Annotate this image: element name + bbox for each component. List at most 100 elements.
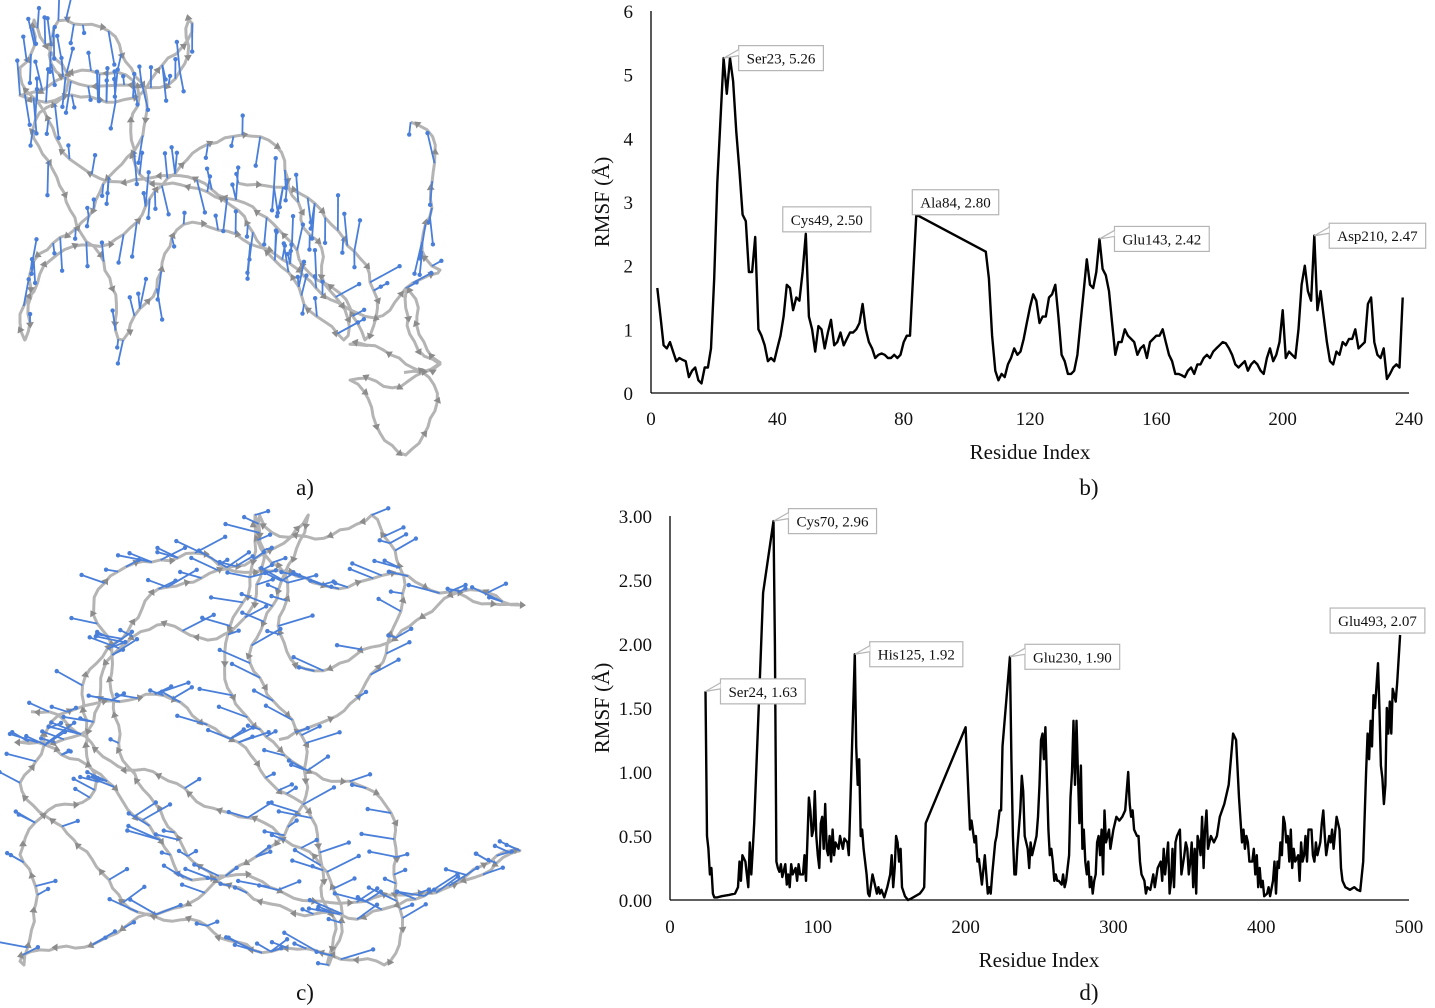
- arrow-head: [135, 102, 140, 107]
- motion-arrow: [207, 729, 231, 740]
- arrow-head: [289, 782, 295, 787]
- backbone-cone: [147, 588, 155, 597]
- backbone-cone: [157, 837, 164, 845]
- motion-arrow: [488, 596, 503, 603]
- y-tick-label: 0.50: [619, 827, 652, 848]
- x-tick-label: 240: [1395, 409, 1424, 430]
- arrow-head: [70, 46, 75, 51]
- motion-arrow: [199, 688, 233, 697]
- arrow-head: [94, 69, 100, 74]
- arrow-head: [40, 729, 45, 734]
- backbone-cone: [24, 292, 32, 300]
- motion-arrow: [109, 898, 139, 913]
- arrow-head: [320, 279, 325, 284]
- motion-arrow: [113, 72, 119, 97]
- arrow-head: [240, 113, 245, 118]
- arrow-head: [294, 818, 299, 823]
- arrow-head: [216, 704, 222, 710]
- y-axis-title: RMSF (Å): [590, 663, 614, 753]
- motion-arrow: [29, 129, 34, 146]
- motion-arrow: [166, 569, 198, 588]
- motion-arrow: [242, 611, 265, 623]
- arrow-head: [121, 691, 127, 696]
- arrow-head: [417, 272, 422, 277]
- arrow-head: [197, 776, 202, 782]
- arrow-head: [291, 570, 296, 575]
- backbone-cone: [17, 326, 25, 334]
- motion-arrow: [50, 63, 56, 86]
- arrow-head: [329, 584, 334, 589]
- motion-arrow: [155, 833, 180, 841]
- arrow-head: [430, 242, 436, 247]
- arrow-head: [445, 586, 450, 591]
- backbone-cone: [128, 618, 136, 626]
- arrow-head: [186, 680, 191, 685]
- backbone-cone: [84, 760, 92, 769]
- arrow-head: [312, 296, 318, 301]
- arrow-head: [71, 720, 77, 725]
- motion-arrow: [161, 690, 181, 703]
- arrow-head: [361, 307, 367, 313]
- arrow-head: [297, 879, 302, 884]
- callout-label: Asp210, 2.47: [1337, 229, 1418, 245]
- motion-arrow: [71, 617, 98, 625]
- arrow-head: [108, 126, 113, 131]
- motion-arrow: [306, 755, 329, 772]
- motion-arrow: [227, 571, 250, 579]
- arrow-head: [60, 104, 65, 110]
- arrow-head: [402, 867, 408, 873]
- motion-arrow: [251, 628, 281, 647]
- arrow-head: [463, 582, 468, 588]
- motion-arrow: [300, 839, 318, 849]
- motion-arrow: [351, 562, 383, 577]
- backbone-cone: [347, 898, 354, 907]
- arrow-head: [59, 268, 65, 273]
- motion-arrow: [175, 41, 181, 72]
- backbone-cone: [120, 178, 127, 187]
- arrow-head: [269, 562, 275, 568]
- backbone-cone: [22, 87, 30, 95]
- motion-arrow: [494, 845, 512, 855]
- arrow-head: [409, 902, 415, 907]
- backbone-cone: [426, 183, 435, 191]
- arrow-head: [486, 595, 492, 600]
- backbone-cone: [479, 862, 488, 870]
- arrow-head: [61, 714, 66, 720]
- motion-arrow: [80, 717, 94, 723]
- arrow-head: [312, 274, 318, 279]
- x-tick-label: 0: [646, 409, 656, 430]
- motion-arrow: [57, 0, 60, 21]
- motion-arrow: [129, 552, 153, 563]
- backbone-cone: [251, 815, 259, 823]
- motion-arrow: [267, 630, 281, 636]
- arrow-head: [382, 876, 388, 882]
- callout-pointer: [723, 49, 739, 59]
- arrow-head: [85, 205, 90, 211]
- motion-arrow: [202, 616, 231, 627]
- arrow-head: [29, 256, 35, 262]
- arrow-head: [32, 280, 38, 286]
- arrow-head: [153, 800, 159, 805]
- motion-arrow: [290, 763, 305, 771]
- arrow-head: [367, 772, 373, 777]
- arrow-head: [129, 629, 135, 634]
- motion-arrow: [16, 60, 21, 96]
- backbone-cone: [244, 219, 252, 227]
- motion-arrow: [218, 705, 248, 719]
- arrow-head: [283, 555, 288, 561]
- x-axis-title: Residue Index: [970, 440, 1091, 464]
- backbone-cone: [81, 670, 90, 678]
- motion-arrow: [302, 786, 335, 806]
- backbone-cone: [314, 237, 322, 245]
- backbone-cone: [387, 958, 395, 966]
- motion-arrow: [40, 737, 56, 744]
- backbone-cone: [291, 531, 299, 540]
- backbone-cone: [253, 534, 261, 543]
- backbone-cone: [391, 819, 399, 827]
- motion-arrow: [0, 771, 21, 784]
- arrow-head: [128, 897, 133, 902]
- arrow-head: [202, 210, 208, 215]
- backbone-cone: [85, 728, 93, 736]
- x-tick-label: 100: [804, 917, 833, 938]
- backbone-trace: [18, 18, 442, 342]
